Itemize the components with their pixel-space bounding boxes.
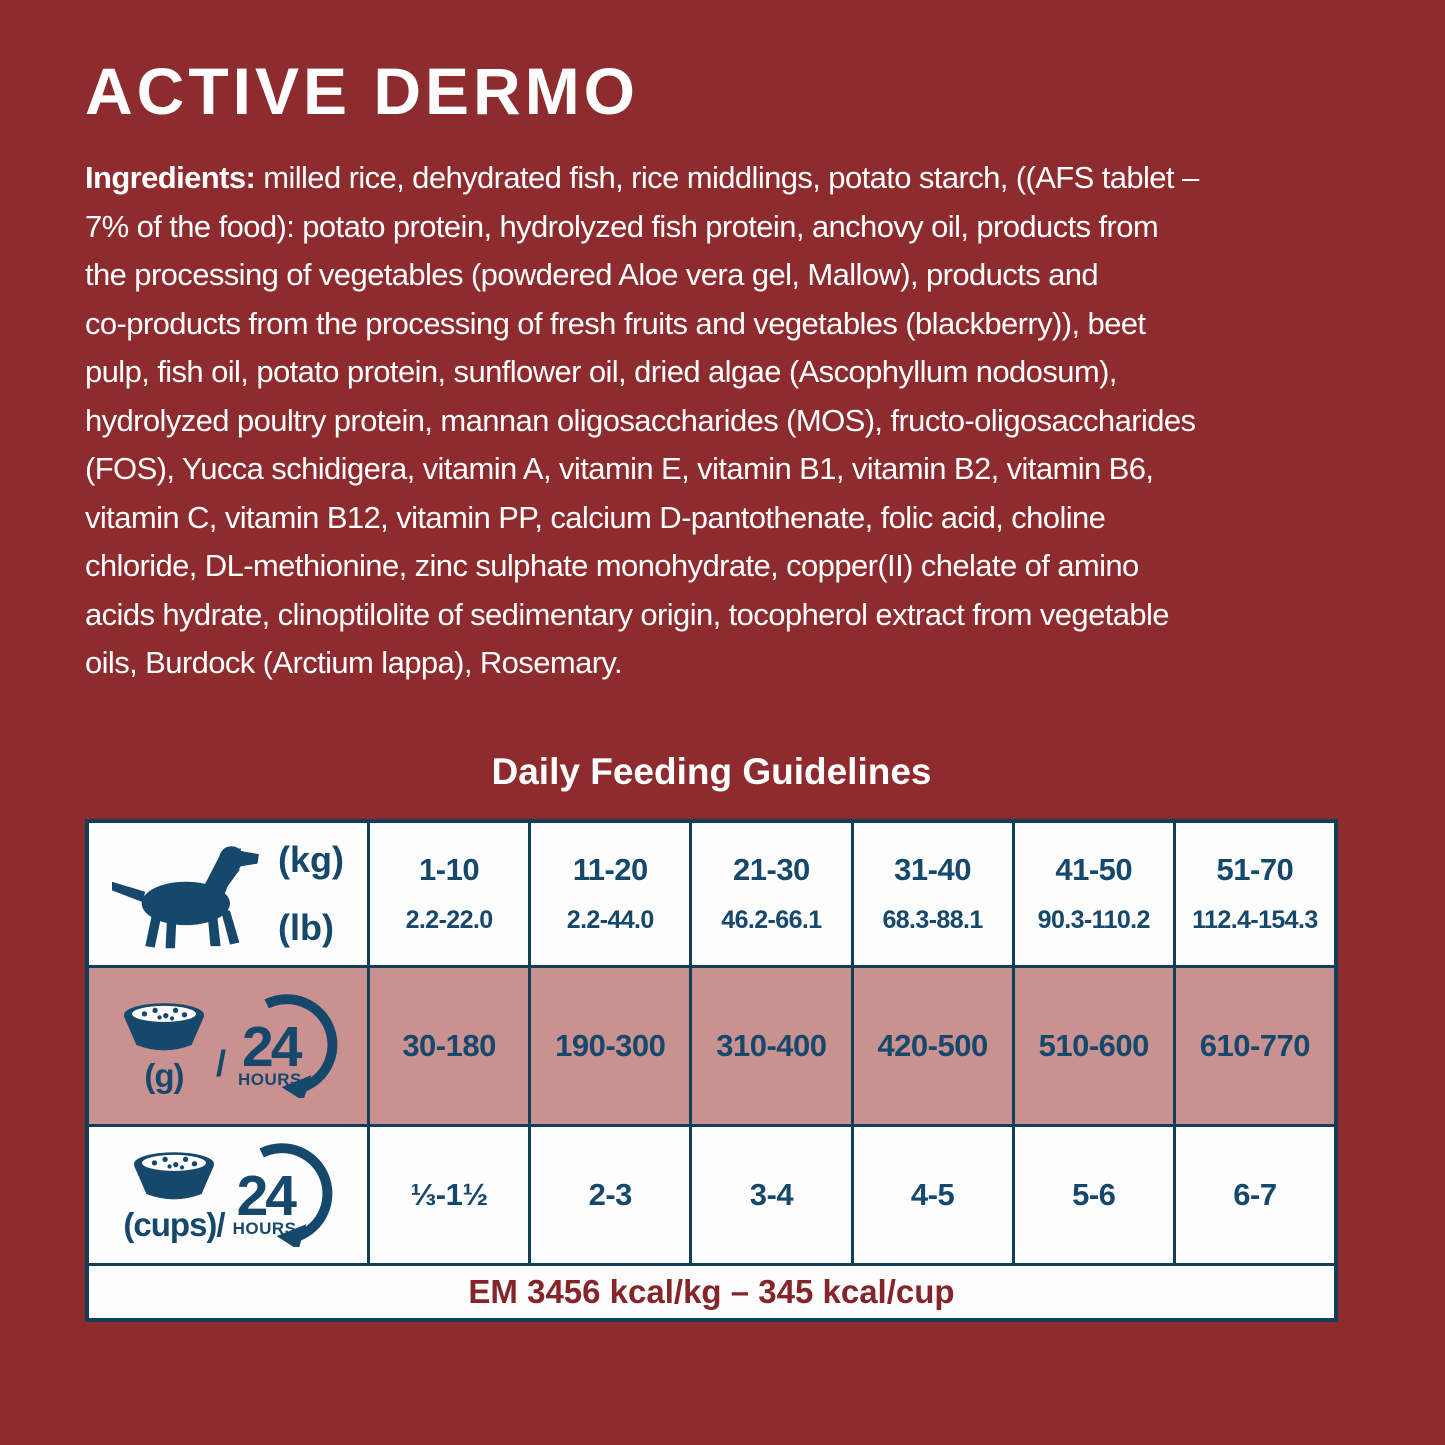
food-bowl-icon	[133, 1151, 214, 1199]
ingredients-heading: Ingredients:	[85, 160, 256, 195]
food-bowl-icon	[123, 1002, 204, 1050]
ingredients-text: milled rice, dehydrated fish, rice middl…	[255, 160, 1199, 195]
cups-unit-group: (cups)/	[123, 1146, 226, 1244]
weight-lb-value: 90.3-110.2	[1037, 906, 1151, 934]
cups-value: 6-7	[1233, 1176, 1277, 1212]
cups-value: 3-4	[749, 1176, 794, 1212]
cups-cell: ⅓-1½	[370, 1126, 529, 1263]
weight-header-cell: (kg) (lb)	[89, 822, 367, 965]
energy-note: EM 3456 kcal/kg – 345 kcal/cup	[89, 1265, 1334, 1318]
weight-cell: 1-10 2.2-22.0	[370, 822, 529, 965]
grams-header-cell: (g) / 24 HOURS	[89, 967, 367, 1124]
ingredients-paragraph: Ingredients: milled rice, dehydrated fis…	[85, 154, 1360, 688]
weight-kg-value: 51-70	[1216, 852, 1294, 887]
24-hours-arrow-icon: 24 HOURS	[229, 1142, 333, 1247]
weight-cell: 41-50 90.3-110.2	[1014, 822, 1173, 965]
weight-units: (kg) (lb)	[278, 839, 344, 949]
ingredients-line: vitamin C, vitamin B12, vitamin PP, calc…	[85, 499, 1106, 535]
24-hours-unit: HOURS	[232, 1218, 297, 1238]
24-hours-arrow-icon: 24 HOURS	[234, 993, 338, 1098]
feeding-guidelines-table: (kg) (lb) 1-10 2.2-22.0 11-20 2.2-44.0 21-…	[85, 818, 1338, 1322]
cups-value: 2-3	[588, 1176, 633, 1212]
page-title: ACTIVE DERMO	[85, 54, 640, 128]
cups-header-cell: (cups)/ 24 HOURS	[89, 1126, 367, 1263]
cups-cell: 2-3	[531, 1126, 690, 1263]
grams-cell: 420-500	[853, 967, 1012, 1124]
cups-value: 4-5	[910, 1176, 955, 1212]
ingredients-line: pulp, fish oil, potato protein, sunflowe…	[85, 354, 1117, 389]
24-hours-value: 24	[236, 1163, 297, 1228]
weight-lb-value: 112.4-154.3	[1192, 906, 1318, 934]
weight-lb-value: 2.2-22.0	[405, 906, 494, 934]
cups-cell: 6-7	[1175, 1126, 1334, 1263]
weight-lb-value: 2.2-44.0	[566, 906, 655, 934]
weight-cell: 51-70 112.4-154.3	[1175, 822, 1334, 965]
grams-unit-label: (g)	[144, 1056, 184, 1094]
ingredients-line: (FOS), Yucca schidigera, vitamin A, vita…	[85, 451, 1154, 486]
grams-value: 310-400	[716, 1027, 827, 1063]
cups-cell: 4-5	[853, 1126, 1012, 1263]
cups-cell: 3-4	[692, 1126, 851, 1263]
cups-value: ⅓-1½	[410, 1176, 488, 1212]
grams-value: 420-500	[877, 1027, 988, 1063]
dog-silhouette-icon	[112, 845, 259, 948]
24-hours-value: 24	[242, 1014, 302, 1079]
ingredients-line: Ingredients: milled rice, dehydrated fis…	[85, 154, 1360, 203]
weight-cell: 21-30 46.2-66.1	[692, 822, 851, 965]
ingredients-line: acids hydrate, clinoptilolite of sedimen…	[85, 596, 1170, 632]
weight-cell: 31-40 68.3-88.1	[853, 822, 1012, 965]
grams-value: 610-770	[1199, 1027, 1311, 1063]
cups-cell: 5-6	[1014, 1126, 1173, 1263]
grams-cell: 310-400	[692, 967, 851, 1124]
weight-lb-value: 46.2-66.1	[721, 906, 822, 934]
ingredients-line: hydrolyzed poultry protein, mannan oligo…	[85, 402, 1196, 438]
grams-cell: 190-300	[531, 967, 690, 1124]
feeding-guidelines-title: Daily Feeding Guidelines	[491, 750, 932, 792]
24-hours-unit: HOURS	[238, 1069, 302, 1089]
ingredients-line: oils, Burdock (Arctium lappa), Rosemary.	[85, 645, 623, 680]
grams-cell: 510-600	[1014, 967, 1173, 1124]
weight-kg-value: 21-30	[733, 852, 810, 887]
weight-kg-value: 41-50	[1055, 852, 1133, 887]
lb-unit-label: (lb)	[278, 906, 334, 948]
grams-value: 510-600	[1038, 1027, 1150, 1063]
weight-kg-value: 1-10	[419, 852, 480, 887]
kg-unit-label: (kg)	[278, 838, 344, 880]
weight-kg-value: 31-40	[894, 852, 971, 887]
cups-value: 5-6	[1072, 1176, 1116, 1212]
grams-value: 190-300	[555, 1027, 666, 1063]
ingredients-line: the processing of vegetables (powdered A…	[85, 257, 1099, 292]
weight-lb-value: 68.3-88.1	[882, 906, 983, 934]
weight-kg-value: 11-20	[572, 852, 649, 887]
grams-cell: 610-770	[1175, 967, 1334, 1124]
ingredients-line: chloride, DL-methionine, zinc sulphate m…	[85, 548, 1139, 583]
grams-unit-group: (g)	[118, 997, 210, 1095]
ingredients-line: co-products from the processing of fresh…	[85, 305, 1146, 341]
grams-cell: 30-180	[370, 967, 529, 1124]
ingredients-line: 7% of the food): potato protein, hydroly…	[85, 208, 1159, 244]
slash-separator: /	[215, 1042, 226, 1084]
cups-unit-label: (cups)/	[123, 1205, 225, 1243]
grams-value: 30-180	[402, 1027, 496, 1063]
weight-cell: 11-20 2.2-44.0	[531, 822, 690, 965]
